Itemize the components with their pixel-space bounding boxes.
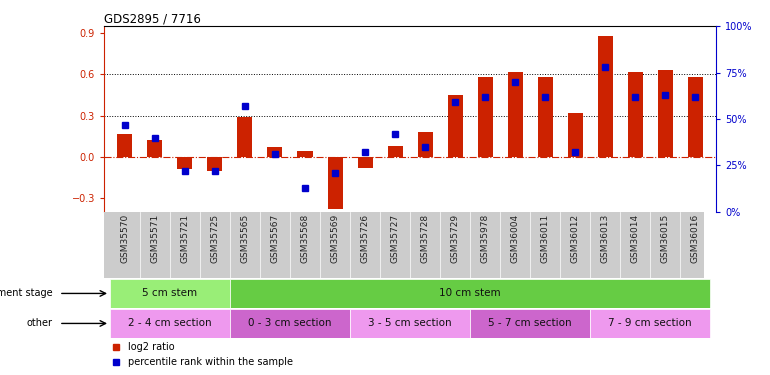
Bar [590,309,710,338]
Text: development stage: development stage [0,288,53,298]
Text: 2 - 4 cm section: 2 - 4 cm section [128,318,212,328]
Bar [628,72,643,157]
Bar [387,146,403,157]
Bar [507,72,523,157]
Bar [688,77,702,157]
Text: GDS2895 / 7716: GDS2895 / 7716 [104,12,201,25]
Bar [598,36,613,157]
Bar [567,113,583,157]
Text: other: other [27,318,53,328]
Text: 5 - 7 cm section: 5 - 7 cm section [488,318,572,328]
Bar [658,70,672,157]
Text: 7 - 9 cm section: 7 - 9 cm section [608,318,692,328]
Bar [470,309,590,338]
Bar [447,95,463,157]
Bar [537,77,553,157]
Bar [230,279,710,308]
Bar [230,309,350,338]
Text: GSM35571: GSM35571 [150,214,159,263]
Bar [110,279,230,308]
Bar [477,77,493,157]
Text: GSM36004: GSM36004 [511,214,520,263]
Text: 5 cm stem: 5 cm stem [142,288,198,298]
Text: GSM36015: GSM36015 [661,214,670,263]
Text: 10 cm stem: 10 cm stem [439,288,500,298]
Text: 3 - 5 cm section: 3 - 5 cm section [368,318,452,328]
Text: GSM35568: GSM35568 [300,214,310,263]
Text: percentile rank within the sample: percentile rank within the sample [129,357,293,367]
Bar [327,157,343,209]
Bar [357,157,373,168]
Text: GSM35978: GSM35978 [480,214,490,263]
Bar [350,309,470,338]
Text: GSM35726: GSM35726 [360,214,370,263]
Bar [297,152,313,157]
Text: GSM35727: GSM35727 [390,214,400,263]
Bar [267,147,283,157]
Text: GSM35569: GSM35569 [330,214,340,263]
Text: GSM36012: GSM36012 [571,214,580,263]
Text: log2 ratio: log2 ratio [129,342,175,352]
Text: GSM36013: GSM36013 [601,214,610,263]
Text: 0 - 3 cm section: 0 - 3 cm section [248,318,332,328]
Bar [207,157,223,171]
Text: GSM35725: GSM35725 [210,214,219,263]
Bar [148,140,162,157]
Text: GSM36011: GSM36011 [541,214,550,263]
Bar [110,309,230,338]
Text: GSM36014: GSM36014 [631,214,640,263]
Text: GSM35728: GSM35728 [420,214,430,263]
Bar [237,117,253,157]
Text: GSM35565: GSM35565 [240,214,249,263]
Bar [177,157,192,169]
Text: GSM35729: GSM35729 [450,214,460,263]
Bar [118,134,132,157]
Text: GSM35567: GSM35567 [270,214,280,263]
Text: GSM35570: GSM35570 [120,214,129,263]
Bar [417,132,433,157]
Text: GSM35721: GSM35721 [180,214,189,263]
Text: GSM36016: GSM36016 [691,214,700,263]
